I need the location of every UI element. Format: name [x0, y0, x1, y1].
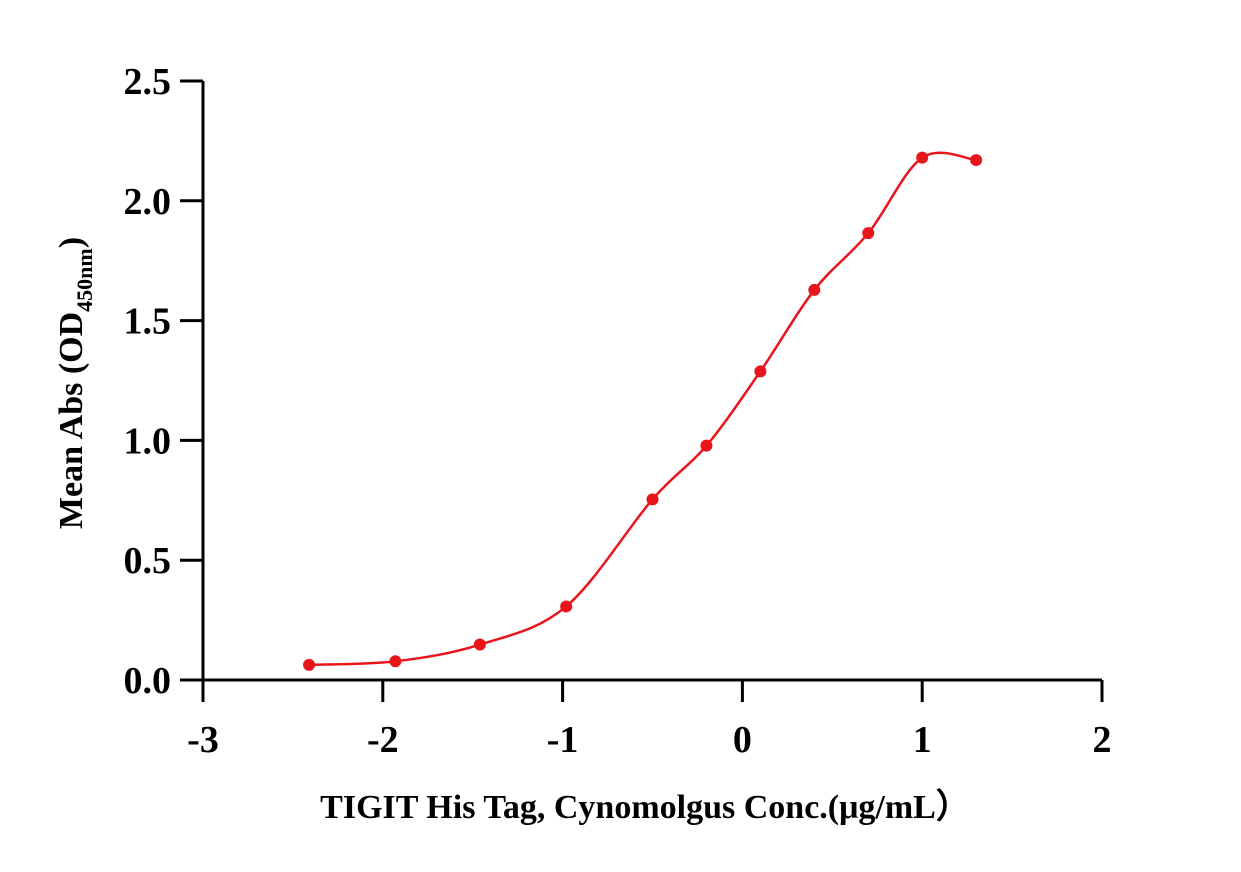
y-tick-label: 0.5 — [124, 540, 172, 582]
y-tick-label: 1.0 — [124, 420, 172, 462]
x-tick-label: 1 — [913, 719, 932, 761]
x-tick-label: -3 — [187, 719, 219, 761]
x-tick-label: -2 — [367, 719, 399, 761]
y-axis-title-subscript: 450nm — [72, 248, 97, 312]
axes — [180, 79, 1104, 702]
data-point — [862, 227, 875, 240]
data-point — [646, 493, 659, 506]
x-axis-title: TIGIT His Tag, Cynomolgus Conc.(μg/mL） — [320, 787, 970, 826]
fit-curve — [309, 151, 977, 667]
data-point — [560, 600, 573, 613]
x-tick-label: -1 — [547, 719, 579, 761]
x-tick-label: 0 — [733, 719, 752, 761]
y-tick-label: 0.0 — [124, 660, 172, 702]
y-tick-label: 1.5 — [124, 301, 172, 343]
y-axis-title: Mean Abs (OD450nm) — [53, 237, 97, 529]
data-point — [754, 365, 767, 378]
y-axis-title-main: Mean Abs (OD — [53, 312, 90, 529]
data-point — [473, 638, 486, 651]
data-point — [808, 283, 821, 296]
data-point — [916, 151, 929, 164]
tick-labels: 0.0 0.5 1.0 1.5 2.0 2.5 -3 -2 -1 0 1 2 — [124, 61, 1112, 761]
data-point — [389, 655, 402, 668]
y-axis-title-close: ) — [53, 237, 90, 248]
x-tick-label: 2 — [1093, 719, 1112, 761]
data-point — [970, 154, 983, 167]
y-tick-label: 2.5 — [124, 61, 172, 103]
data-points — [303, 151, 983, 671]
data-point — [303, 658, 316, 671]
y-tick-label: 2.0 — [124, 181, 172, 223]
data-point — [700, 439, 713, 452]
